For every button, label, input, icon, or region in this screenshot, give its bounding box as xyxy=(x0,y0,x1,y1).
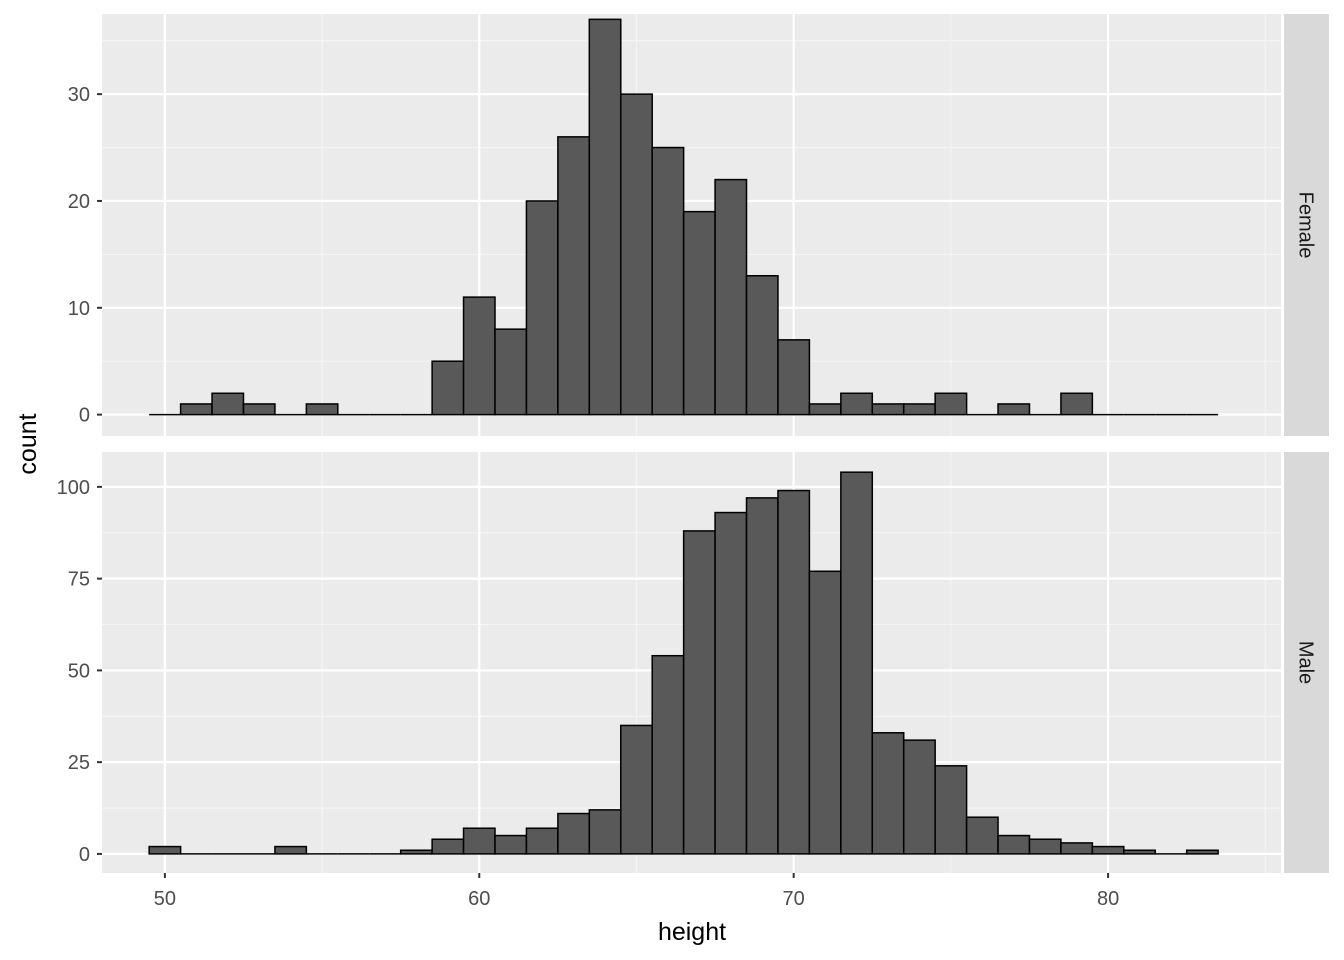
histogram-bar xyxy=(494,328,528,416)
y-tick-label: 30 xyxy=(68,84,90,106)
x-tick-label: 60 xyxy=(468,888,490,910)
x-tick-label: 80 xyxy=(1097,888,1119,910)
histogram-bar xyxy=(431,360,465,416)
facet-panels: 0 10 20 30 Female 0 25 50 75 100 Male xyxy=(57,14,1329,873)
histogram-bar xyxy=(148,845,182,855)
histogram-bar xyxy=(808,403,842,416)
histogram-bar xyxy=(808,570,842,855)
histogram-bar xyxy=(745,274,779,416)
facet-strip xyxy=(1284,452,1329,873)
y-tick-label: 10 xyxy=(68,298,90,320)
histogram-bar xyxy=(557,812,591,855)
x-tick-label: 70 xyxy=(783,888,805,910)
histogram-bar xyxy=(714,511,748,855)
histogram-bar xyxy=(1028,838,1062,855)
histogram-bar xyxy=(620,724,653,855)
histogram-bar xyxy=(211,392,245,416)
histogram-bar xyxy=(1185,849,1219,855)
y-tick-label: 0 xyxy=(79,405,90,427)
histogram-bar xyxy=(494,834,528,855)
histogram-bar xyxy=(242,403,276,416)
facet-strip-label: Female xyxy=(1295,192,1317,259)
y-tick-label: 75 xyxy=(68,569,90,591)
histogram-bar xyxy=(651,146,685,416)
x-tick-label: 50 xyxy=(154,888,176,910)
histogram-bar xyxy=(902,739,936,855)
histogram-bar xyxy=(871,403,905,416)
histogram-bar xyxy=(871,732,905,855)
facet-strip-label: Male xyxy=(1295,641,1317,684)
y-tick-label: 100 xyxy=(57,477,90,499)
y-axis-title: count xyxy=(14,413,42,474)
histogram-bar xyxy=(588,809,622,855)
histogram-bar xyxy=(588,18,622,416)
histogram-bar xyxy=(840,471,874,855)
histogram-bar xyxy=(840,392,874,416)
histogram-bar xyxy=(965,816,999,855)
histogram-bar xyxy=(620,93,653,416)
y-tick-label: 20 xyxy=(68,191,90,213)
histogram-bar xyxy=(1123,849,1156,855)
histogram-bar xyxy=(431,838,465,855)
x-axis-title: height xyxy=(658,918,726,946)
histogram-bar xyxy=(682,210,716,416)
histogram-bar xyxy=(525,827,559,855)
histogram-bar xyxy=(1091,845,1125,855)
y-tick-label: 0 xyxy=(79,844,90,866)
histogram-bar xyxy=(997,403,1031,416)
histogram-bar xyxy=(934,392,968,416)
histogram-bar xyxy=(274,845,308,855)
y-tick-label: 50 xyxy=(68,660,90,682)
histogram-bar xyxy=(525,200,559,416)
histogram-bar xyxy=(557,136,591,416)
histogram-bar xyxy=(651,654,685,855)
histogram-bar xyxy=(399,849,433,855)
histogram-bar xyxy=(745,497,779,855)
histogram-bar xyxy=(1060,392,1094,416)
histogram-bar xyxy=(714,178,748,416)
histogram-bar xyxy=(462,827,496,855)
histogram-bar xyxy=(179,403,213,416)
histogram-bar xyxy=(902,403,936,416)
facet-strip xyxy=(1284,14,1329,436)
facet-panel-female: 0 10 20 30 Female xyxy=(68,14,1329,436)
facet-panel-male: 0 25 50 75 100 Male xyxy=(57,452,1329,873)
histogram-bar xyxy=(777,339,811,416)
histogram-bar xyxy=(997,834,1031,855)
histogram-bar xyxy=(777,489,811,855)
histogram-bar xyxy=(682,530,716,855)
histogram-bar xyxy=(1060,842,1094,855)
histogram-bar xyxy=(305,403,339,416)
x-axis: 50 60 70 80 xyxy=(154,873,1119,910)
histogram-bar xyxy=(934,765,968,855)
histogram-bar xyxy=(462,296,496,416)
y-tick-label: 25 xyxy=(68,752,90,774)
